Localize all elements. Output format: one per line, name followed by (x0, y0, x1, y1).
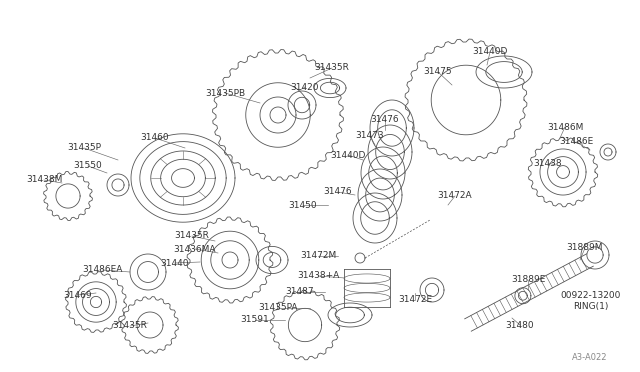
Text: 31440D: 31440D (472, 48, 508, 57)
Text: 31438+A: 31438+A (297, 272, 339, 280)
Text: 31475: 31475 (424, 67, 452, 77)
Text: 31550: 31550 (74, 161, 102, 170)
Text: 31486M: 31486M (547, 122, 583, 131)
Text: 31473: 31473 (356, 131, 384, 141)
Text: 31480: 31480 (506, 321, 534, 330)
Text: 31420: 31420 (291, 83, 319, 92)
Text: 31440: 31440 (161, 259, 189, 267)
Text: 31435R: 31435R (113, 321, 147, 330)
Text: 31476: 31476 (371, 115, 399, 124)
Text: 31472A: 31472A (438, 192, 472, 201)
Text: 31889E: 31889E (511, 276, 545, 285)
Text: 31435PB: 31435PB (205, 89, 245, 97)
Text: 31435P: 31435P (67, 144, 101, 153)
Text: 00922-13200: 00922-13200 (561, 291, 621, 299)
Text: 31435R: 31435R (315, 64, 349, 73)
Text: 31476: 31476 (324, 187, 352, 196)
Text: 31591: 31591 (241, 315, 269, 324)
Text: 31469: 31469 (64, 291, 92, 299)
Text: 31435PA: 31435PA (259, 304, 298, 312)
Text: 31438: 31438 (534, 158, 563, 167)
Text: RING(1): RING(1) (573, 302, 609, 311)
Text: 31487: 31487 (285, 288, 314, 296)
Text: 31435R: 31435R (175, 231, 209, 241)
Text: 31450: 31450 (289, 201, 317, 209)
Text: 31486EA: 31486EA (82, 266, 122, 275)
Text: 31889M: 31889M (567, 244, 604, 253)
Text: 31472M: 31472M (300, 251, 336, 260)
Text: 31440D: 31440D (330, 151, 365, 160)
Text: A3-A022: A3-A022 (572, 353, 608, 362)
Text: 31460: 31460 (141, 134, 170, 142)
Text: 31436MA: 31436MA (173, 244, 216, 253)
Text: 31486E: 31486E (559, 138, 593, 147)
Text: 31472E: 31472E (398, 295, 432, 305)
Text: 31438M: 31438M (26, 176, 62, 185)
